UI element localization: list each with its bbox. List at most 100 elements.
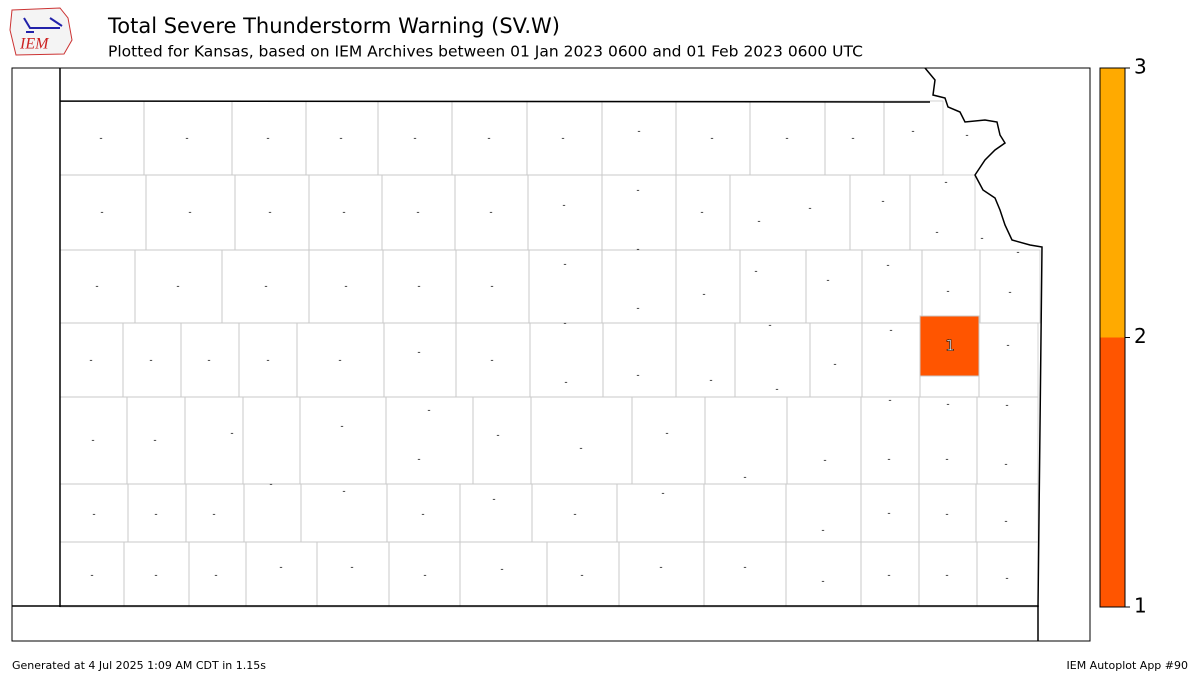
county-label: - bbox=[185, 134, 188, 144]
county-label: - bbox=[490, 282, 493, 292]
county-label: - bbox=[266, 134, 269, 144]
county bbox=[975, 483, 1039, 543]
colorbar: 1 2 3 bbox=[1099, 55, 1147, 618]
county bbox=[675, 322, 736, 398]
county-label: - bbox=[154, 571, 157, 581]
county-label: - bbox=[945, 455, 948, 465]
county-label: - bbox=[487, 134, 490, 144]
county-label: - bbox=[785, 134, 788, 144]
county-label: - bbox=[1005, 401, 1008, 411]
county bbox=[785, 541, 862, 608]
county bbox=[729, 174, 851, 251]
county-label: - bbox=[887, 571, 890, 581]
county-label: - bbox=[768, 321, 771, 331]
county-label: - bbox=[279, 563, 282, 573]
county-label: - bbox=[823, 456, 826, 466]
county-label: - bbox=[945, 571, 948, 581]
county-label: - bbox=[350, 563, 353, 573]
county bbox=[601, 100, 677, 176]
county bbox=[242, 396, 301, 485]
county bbox=[978, 322, 1039, 398]
county-label: - bbox=[636, 186, 639, 196]
county bbox=[805, 249, 863, 324]
county-label: - bbox=[562, 201, 565, 211]
county-label: - bbox=[564, 378, 567, 388]
county bbox=[316, 541, 390, 608]
county-label: - bbox=[338, 356, 341, 366]
county-label: - bbox=[95, 282, 98, 292]
county-label: - bbox=[887, 509, 890, 519]
county-label: - bbox=[637, 127, 640, 137]
county-label: - bbox=[561, 134, 564, 144]
county-label: - bbox=[230, 429, 233, 439]
county-label: - bbox=[710, 134, 713, 144]
county-label: - bbox=[826, 276, 829, 286]
colorbar-tick-label: 1 bbox=[1134, 594, 1147, 618]
logo-text: IEM bbox=[19, 36, 50, 53]
county-label: - bbox=[636, 371, 639, 381]
county-label: - bbox=[176, 282, 179, 292]
subtitle: Plotted for Kansas, based on IEM Archive… bbox=[108, 43, 863, 61]
county-label: - bbox=[1005, 574, 1008, 584]
logo-icon bbox=[23, 17, 63, 33]
county bbox=[849, 174, 911, 251]
county-label: - bbox=[492, 495, 495, 505]
county-label: - bbox=[775, 385, 778, 395]
county bbox=[618, 541, 705, 608]
county bbox=[459, 541, 548, 608]
county-highlight bbox=[919, 315, 980, 377]
county-label: - bbox=[339, 134, 342, 144]
missouri-river bbox=[924, 67, 1043, 608]
county bbox=[245, 541, 318, 608]
county-label: - bbox=[754, 267, 757, 277]
county-label: - bbox=[207, 356, 210, 366]
county-label: - bbox=[1008, 288, 1011, 298]
county-label: - bbox=[709, 376, 712, 386]
colorbar-tick-label: 3 bbox=[1134, 55, 1147, 79]
county-label: - bbox=[421, 510, 424, 520]
county-label: - bbox=[342, 487, 345, 497]
county-label: - bbox=[266, 356, 269, 366]
county-label: - bbox=[743, 473, 746, 483]
county-label: - bbox=[153, 436, 156, 446]
county bbox=[909, 174, 976, 251]
county bbox=[527, 174, 603, 251]
footer-left: Generated at 4 Jul 2025 1:09 AM CDT in 1… bbox=[12, 659, 266, 672]
county-label: - bbox=[659, 563, 662, 573]
county-label: - bbox=[214, 571, 217, 581]
county-label: - bbox=[99, 134, 102, 144]
county-label: - bbox=[1004, 517, 1007, 527]
county-label: - bbox=[887, 455, 890, 465]
county-label: - bbox=[851, 134, 854, 144]
county-label: - bbox=[743, 563, 746, 573]
county bbox=[861, 249, 923, 324]
county-label: - bbox=[212, 510, 215, 520]
county bbox=[243, 483, 302, 543]
county-label: - bbox=[946, 400, 949, 410]
county bbox=[734, 322, 811, 398]
county-label: - bbox=[427, 406, 430, 416]
county-label: - bbox=[149, 356, 152, 366]
county bbox=[704, 396, 788, 485]
county bbox=[883, 100, 944, 176]
county-label: - bbox=[661, 489, 664, 499]
footer-right: IEM Autoplot App #90 bbox=[1067, 659, 1189, 672]
county-label: - bbox=[268, 208, 271, 218]
county-label: - bbox=[833, 360, 836, 370]
county-label: - bbox=[946, 287, 949, 297]
county bbox=[299, 396, 387, 485]
county-label: - bbox=[344, 282, 347, 292]
county-label: - bbox=[944, 178, 947, 188]
county bbox=[675, 249, 741, 324]
county-label: - bbox=[90, 571, 93, 581]
county-label: - bbox=[490, 356, 493, 366]
county-label: - bbox=[413, 134, 416, 144]
county-label: - bbox=[264, 282, 267, 292]
county bbox=[979, 249, 1041, 324]
county-label: - bbox=[702, 290, 705, 300]
county-label: - bbox=[500, 565, 503, 575]
county-label: - bbox=[889, 326, 892, 336]
county-label: - bbox=[563, 319, 566, 329]
county-label: - bbox=[1004, 460, 1007, 470]
